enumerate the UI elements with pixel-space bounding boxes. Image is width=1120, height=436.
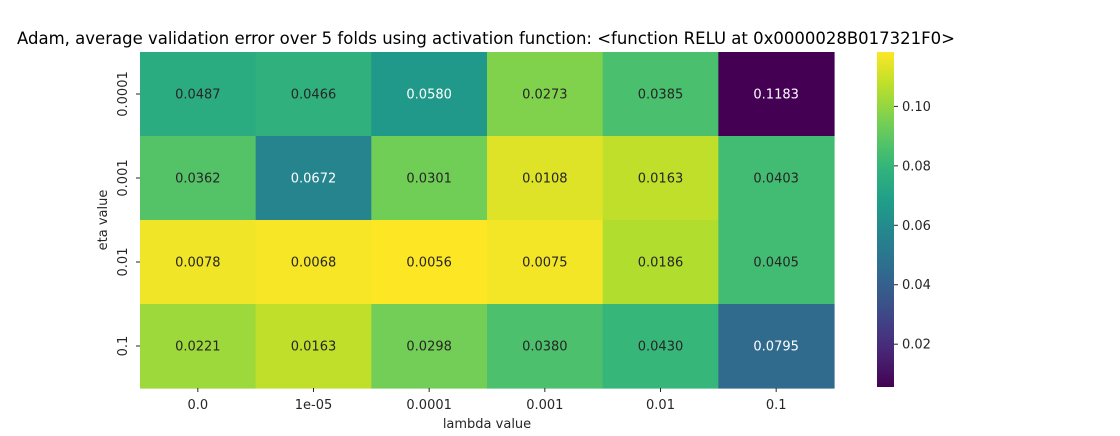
- heatmap-cell: [487, 220, 604, 305]
- x-tick-label: 0.0: [187, 398, 208, 413]
- cell-value-label: 0.0108: [522, 172, 568, 187]
- cell-value-label: 0.0298: [406, 340, 452, 355]
- cell-value-label: 0.0430: [638, 340, 684, 355]
- heatmap-cell: [255, 220, 372, 305]
- heatmap-cell: [371, 136, 488, 221]
- cell-value-label: 0.1183: [753, 88, 799, 103]
- colorbar: 0.02 0.04 0.06 0.08 0.10: [877, 52, 931, 387]
- heatmap-cell: [255, 136, 372, 221]
- colorbar-tick-label: 0.08: [902, 159, 931, 174]
- heatmap-cell: [371, 304, 488, 389]
- cell-value-label: 0.0403: [753, 172, 799, 187]
- x-axis-label: lambda value: [443, 417, 531, 432]
- heatmap-cell: [718, 136, 835, 221]
- x-tick-label: 0.001: [526, 398, 563, 413]
- y-axis-label: eta value: [96, 190, 111, 251]
- heatmap-cell: [602, 52, 719, 137]
- cell-value-label: 0.0380: [522, 340, 568, 355]
- cell-value-label: 0.0163: [291, 340, 337, 355]
- y-tick-label: 0.001: [116, 159, 131, 196]
- colorbar-tick-label: 0.06: [902, 219, 931, 234]
- heatmap-cell: [718, 220, 835, 305]
- cell-value-label: 0.0078: [175, 256, 221, 271]
- colorbar-tick-label: 0.10: [902, 100, 931, 115]
- y-tick-label: 0.0001: [116, 71, 131, 117]
- cell-value-label: 0.0301: [406, 172, 452, 187]
- cell-value-label: 0.0385: [638, 88, 684, 103]
- heatmap-cell: [140, 52, 257, 137]
- heatmap-cell: [140, 136, 257, 221]
- heatmap-cell: [602, 136, 719, 221]
- heatmap-cell: [718, 304, 835, 389]
- heatmap-cell: [140, 220, 257, 305]
- heatmap-cell: [487, 304, 604, 389]
- colorbar-gradient: [877, 52, 894, 387]
- y-tick-label: 0.01: [116, 248, 131, 277]
- x-tick-label: 0.1: [766, 398, 787, 413]
- cell-value-label: 0.0362: [175, 172, 221, 187]
- heatmap-cell: [718, 52, 835, 137]
- heatmap-cell: [371, 220, 488, 305]
- heatmap-cell: [255, 304, 372, 389]
- heatmap-cell: [487, 52, 604, 137]
- cell-value-label: 0.0273: [522, 88, 568, 103]
- cell-value-label: 0.0672: [291, 172, 337, 187]
- y-tick-label: 0.1: [116, 336, 131, 357]
- heatmap-cell: [602, 304, 719, 389]
- cell-value-label: 0.0075: [522, 256, 568, 271]
- x-tick-label: 1e-05: [295, 398, 333, 413]
- x-tick-label: 0.0001: [406, 398, 452, 413]
- x-tick-label: 0.01: [646, 398, 675, 413]
- cell-value-label: 0.0795: [753, 340, 799, 355]
- cell-value-label: 0.0068: [291, 256, 337, 271]
- chart-title: Adam, average validation error over 5 fo…: [17, 29, 955, 48]
- cell-value-label: 0.0163: [638, 172, 684, 187]
- heatmap-cell: [371, 52, 488, 137]
- cell-value-label: 0.0056: [406, 256, 452, 271]
- cell-value-label: 0.0466: [291, 88, 337, 103]
- colorbar-tick-label: 0.04: [902, 278, 931, 293]
- heatmap-cell: [140, 304, 257, 389]
- cell-value-label: 0.0221: [175, 340, 221, 355]
- y-axis-ticks: 0.0001 0.001 0.01 0.1: [116, 71, 140, 356]
- cell-value-label: 0.0405: [753, 256, 799, 271]
- heatmap-cells: 0.0487 0.0466 0.0580 0.0273 0.0385 0.1183 0.03…: [140, 52, 835, 389]
- cell-value-label: 0.0580: [406, 88, 452, 103]
- heatmap-cell: [602, 220, 719, 305]
- cell-value-label: 0.0186: [638, 256, 684, 271]
- cell-value-label: 0.0487: [175, 88, 221, 103]
- x-axis-ticks: 0.0 1e-05 0.0001 0.001 0.01 0.1: [187, 388, 787, 413]
- colorbar-tick-label: 0.02: [902, 338, 931, 353]
- heatmap-cell: [255, 52, 372, 137]
- heatmap-cell: [487, 136, 604, 221]
